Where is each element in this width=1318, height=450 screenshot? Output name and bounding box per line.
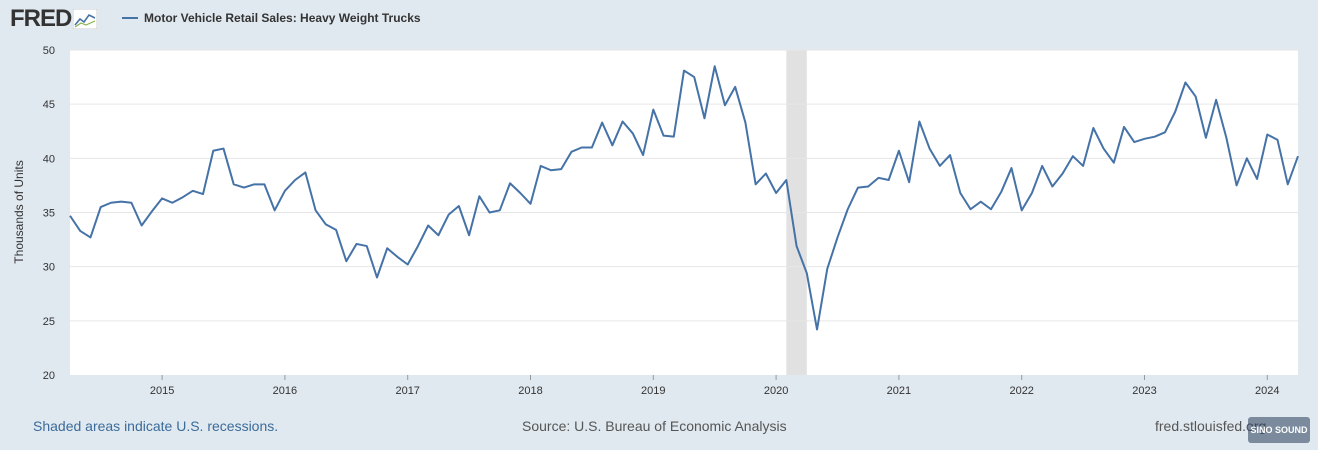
fred-logo[interactable]: FRED	[10, 5, 72, 32]
y-tick-label: 20	[43, 370, 55, 382]
x-tick-label: 2023	[1132, 385, 1156, 397]
fred-graph-icon	[73, 9, 98, 29]
legend-label: Motor Vehicle Retail Sales: Heavy Weight…	[144, 11, 421, 25]
grid-lines	[70, 49, 1298, 322]
y-tick-label: 30	[43, 262, 55, 274]
y-axis-label: Thousands of Units	[12, 160, 26, 263]
x-tick-label: 2015	[150, 385, 174, 397]
x-tick-label: 2020	[764, 385, 788, 397]
chart-legend: Motor Vehicle Retail Sales: Heavy Weight…	[122, 11, 421, 25]
legend-swatch	[122, 17, 138, 19]
x-tick-label: 2017	[395, 385, 419, 397]
x-tick-label: 2016	[273, 385, 297, 397]
x-tick-label: 2019	[641, 385, 665, 397]
y-axis-ticks: 20 25 30 35 40 45 50	[43, 45, 55, 382]
source-text: Source: U.S. Bureau of Economic Analysis	[522, 418, 787, 434]
y-tick-label: 25	[43, 316, 55, 328]
y-tick-label: 40	[43, 153, 55, 165]
series-line	[69, 65, 1299, 331]
y-tick-label: 35	[43, 208, 55, 220]
header: FRED	[10, 5, 98, 32]
recession-note: Shaded areas indicate U.S. recessions.	[33, 418, 279, 434]
x-tick-label: 2024	[1255, 385, 1279, 397]
watermark-logo: SINO SOUND	[1248, 417, 1310, 443]
y-tick-label: 50	[43, 45, 55, 57]
x-tick-label: 2021	[887, 385, 911, 397]
x-tick-label: 2018	[518, 385, 542, 397]
y-tick-label: 45	[43, 99, 55, 111]
x-axis-ticks: 2015 2016 2017 2018 2019 2020 2021 2022 2023 2024	[150, 375, 1280, 397]
x-tick-label: 2022	[1009, 385, 1033, 397]
site-link[interactable]: fred.stlouisfed.org	[1155, 418, 1267, 434]
